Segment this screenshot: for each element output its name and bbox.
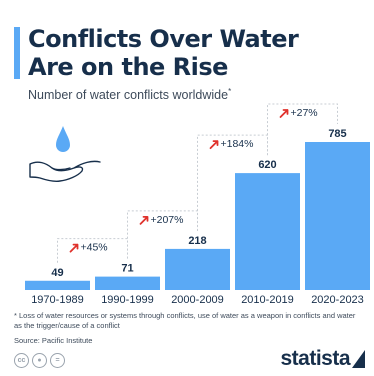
title-line-1: Conflicts Over Water	[28, 25, 299, 53]
change-label: +207%	[151, 214, 184, 226]
bar	[235, 173, 300, 290]
nd-icon: =	[50, 353, 65, 368]
bar-value-label: 620	[258, 159, 276, 171]
change-label: +27%	[291, 107, 318, 119]
footnote: * Loss of water resources or systems thr…	[14, 311, 356, 330]
x-tick-label: 1990-1999	[101, 294, 154, 306]
chart-title: Conflicts Over Water Are on the Rise	[28, 25, 299, 81]
statista-logo-text: statista	[280, 347, 350, 370]
up-arrow-icon	[69, 243, 79, 253]
change-label: +45%	[81, 242, 108, 254]
cc-icon: cc	[14, 353, 29, 368]
up-arrow-icon	[139, 215, 149, 225]
bar-value-label: 49	[51, 267, 63, 279]
water-drop	[56, 126, 70, 152]
title-accent-bar	[14, 27, 20, 79]
x-tick-label: 2000-2009	[171, 294, 224, 306]
up-arrow-icon	[209, 140, 219, 150]
subtitle-text: Number of water conflicts worldwide	[28, 88, 229, 103]
bar-value-label: 785	[328, 128, 346, 140]
x-tick-label: 1970-1989	[31, 294, 84, 306]
statista-logo-icon	[352, 350, 365, 368]
title-line-2: Are on the Rise	[28, 53, 228, 81]
change-bracket	[57, 238, 128, 263]
license-icons: cc ● =	[14, 353, 65, 368]
change-bracket	[267, 103, 338, 156]
bar-chart: 49 1970-1989 71 1990-1999 218 2000-2009 620 201…	[25, 103, 370, 306]
change-label: +184%	[221, 138, 254, 150]
source-note: Source: Pacific Institute	[14, 336, 93, 345]
chart-subtitle: Number of water conflicts worldwide*	[28, 87, 231, 102]
bar-value-label: 71	[121, 263, 133, 275]
bar-value-label: 218	[188, 235, 206, 247]
x-tick-label: 2020-2023	[311, 294, 364, 306]
hand-outline	[29, 160, 101, 182]
by-icon: ●	[32, 353, 47, 368]
hand-water-drop-icon	[29, 126, 101, 182]
hand-fingers	[51, 167, 71, 171]
bar	[25, 280, 90, 290]
up-arrow-icon	[279, 109, 289, 118]
x-tick-label: 2010-2019	[241, 294, 294, 306]
bar	[305, 142, 370, 290]
bar	[95, 276, 160, 290]
bar	[165, 248, 230, 290]
subtitle-footnote-mark: *	[228, 87, 232, 96]
